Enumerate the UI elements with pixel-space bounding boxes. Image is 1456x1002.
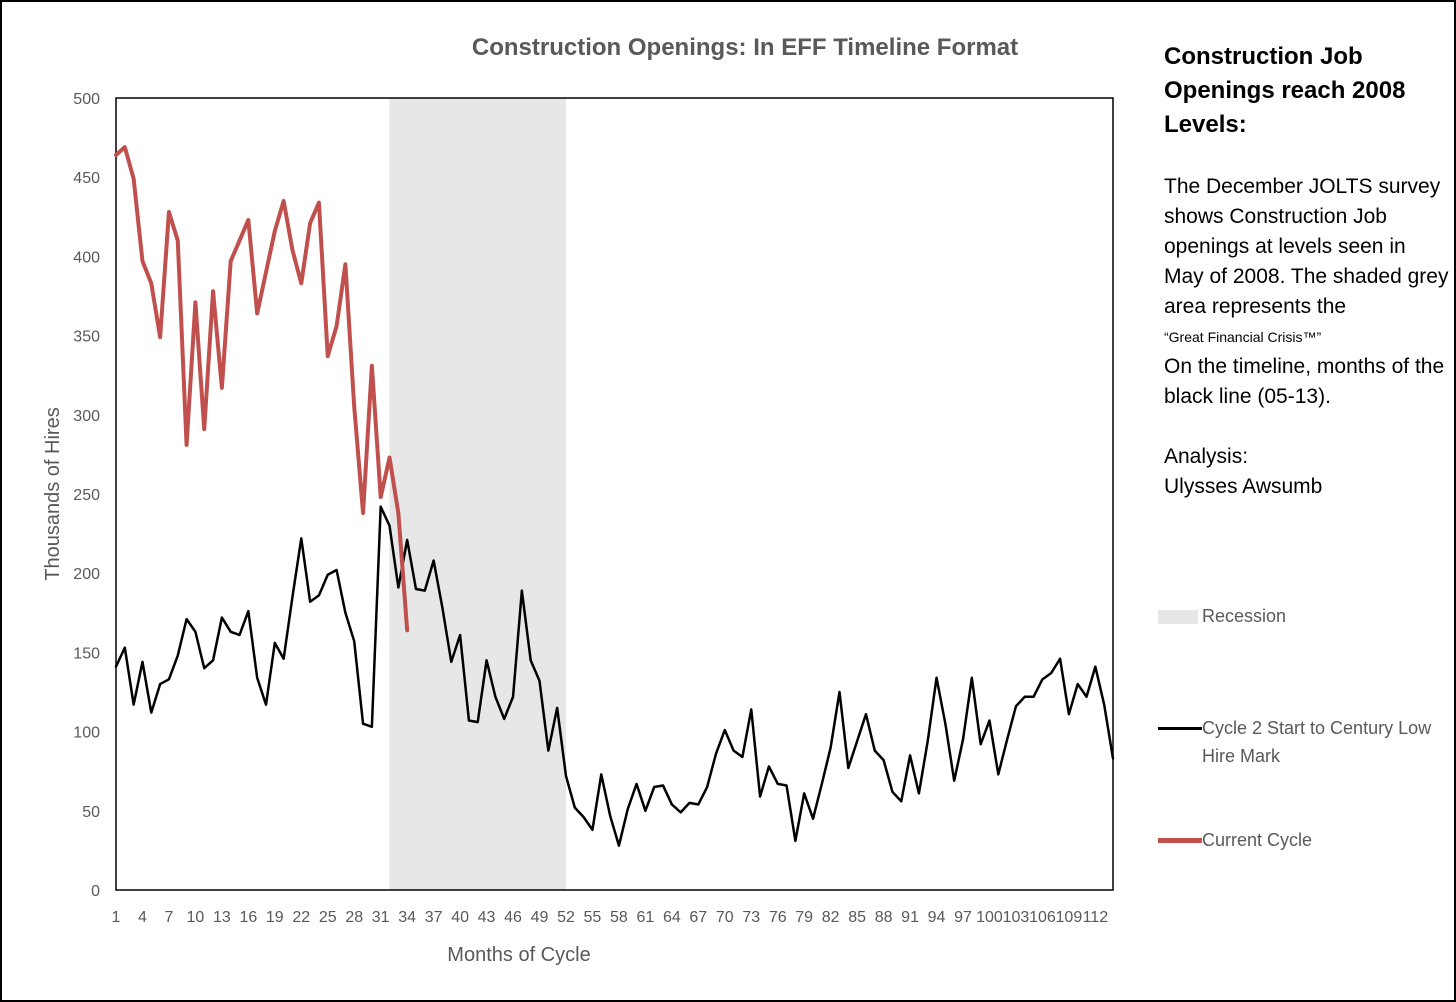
y-tick-label: 350 bbox=[73, 329, 100, 346]
annotation-body: The December JOLTS survey shows Construc… bbox=[1164, 172, 1449, 412]
x-tick-label: 100 bbox=[976, 909, 1003, 926]
x-tick-label: 43 bbox=[478, 909, 496, 926]
x-tick-label: 97 bbox=[954, 909, 972, 926]
x-tick-label: 46 bbox=[504, 909, 522, 926]
x-tick-label: 88 bbox=[875, 909, 893, 926]
analysis-label: Analysis: bbox=[1164, 445, 1249, 468]
x-tick-label: 94 bbox=[928, 909, 946, 926]
red-line-swatch bbox=[1158, 838, 1202, 843]
x-tick-label: 37 bbox=[425, 909, 443, 926]
x-tick-label: 91 bbox=[901, 909, 919, 926]
legend-label-recession: Recession bbox=[1202, 606, 1287, 626]
y-tick-label: 450 bbox=[73, 170, 100, 187]
annotation-tail-text: On the timeline, months of the black lin… bbox=[1164, 355, 1445, 408]
x-tick-label: 10 bbox=[187, 909, 205, 926]
x-tick-label: 34 bbox=[398, 909, 416, 926]
y-tick-label: 150 bbox=[73, 645, 100, 662]
recession-swatch bbox=[1158, 610, 1198, 624]
x-tick-label: 82 bbox=[822, 909, 840, 926]
x-tick-label: 13 bbox=[213, 909, 231, 926]
y-tick-label: 200 bbox=[73, 566, 100, 583]
y-tick-label: 0 bbox=[91, 883, 100, 900]
annotation-panel: Construction Job Openings reach 2008 Lev… bbox=[1164, 40, 1449, 502]
plot-area-border bbox=[115, 97, 1114, 891]
x-tick-label: 67 bbox=[689, 909, 707, 926]
annotation-heading: Construction Job Openings reach 2008 Lev… bbox=[1164, 43, 1406, 138]
legend-label-current: Current Cycle bbox=[1202, 830, 1313, 850]
x-tick-label: 19 bbox=[266, 909, 284, 926]
x-tick-label: 55 bbox=[584, 909, 602, 926]
y-tick-label: 100 bbox=[73, 725, 100, 742]
x-tick-label: 112 bbox=[1083, 909, 1109, 926]
recession-band bbox=[389, 98, 566, 890]
x-tick-label: 76 bbox=[769, 909, 787, 926]
x-tick-label: 22 bbox=[292, 909, 310, 926]
y-tick-label: 300 bbox=[73, 408, 100, 425]
x-tick-label: 109 bbox=[1056, 909, 1083, 926]
annotation-body-text: The December JOLTS survey shows Construc… bbox=[1164, 175, 1449, 318]
x-tick-label: 58 bbox=[610, 909, 628, 926]
x-tick-label: 64 bbox=[663, 909, 681, 926]
analysis-name: Ulysses Awsumb bbox=[1164, 475, 1323, 498]
x-tick-label: 28 bbox=[345, 909, 363, 926]
black-line-swatch bbox=[1158, 727, 1202, 730]
y-tick-label: 250 bbox=[73, 487, 100, 504]
chart-title: Construction Openings: In EFF Timeline F… bbox=[472, 34, 1018, 61]
x-tick-label: 79 bbox=[795, 909, 813, 926]
x-tick-label: 52 bbox=[557, 909, 575, 926]
x-tick-label: 1 bbox=[112, 909, 121, 926]
legend-label-cycle2: Cycle 2 Start to Century Low Hire Mark bbox=[1202, 718, 1432, 766]
x-tick-label: 85 bbox=[848, 909, 866, 926]
x-tick-label: 16 bbox=[239, 909, 257, 926]
series-line-current-cycle bbox=[114, 145, 410, 633]
x-tick-label: 106 bbox=[1029, 909, 1056, 926]
x-tick-label: 40 bbox=[451, 909, 469, 926]
analysis-credit: Analysis: Ulysses Awsumb bbox=[1164, 442, 1449, 502]
x-tick-label: 49 bbox=[531, 909, 549, 926]
x-tick-label: 70 bbox=[716, 909, 734, 926]
y-tick-label: 400 bbox=[73, 249, 100, 266]
x-tick-label: 61 bbox=[636, 909, 654, 926]
x-tick-label: 103 bbox=[1003, 909, 1030, 926]
x-tick-label: 7 bbox=[164, 909, 173, 926]
x-axis-title: Months of Cycle bbox=[447, 944, 590, 966]
y-tick-label: 50 bbox=[82, 804, 100, 821]
y-tick-label: 500 bbox=[73, 91, 100, 108]
x-tick-label: 4 bbox=[138, 909, 147, 926]
x-tick-label: 25 bbox=[319, 909, 337, 926]
x-tick-label: 31 bbox=[372, 909, 390, 926]
annotation-small-text: “Great Financial Crisis™” bbox=[1164, 329, 1322, 345]
y-axis-title: Thousands of Hires bbox=[42, 407, 64, 580]
x-tick-label: 73 bbox=[742, 909, 760, 926]
series-line-cycle-2 bbox=[114, 505, 1115, 847]
